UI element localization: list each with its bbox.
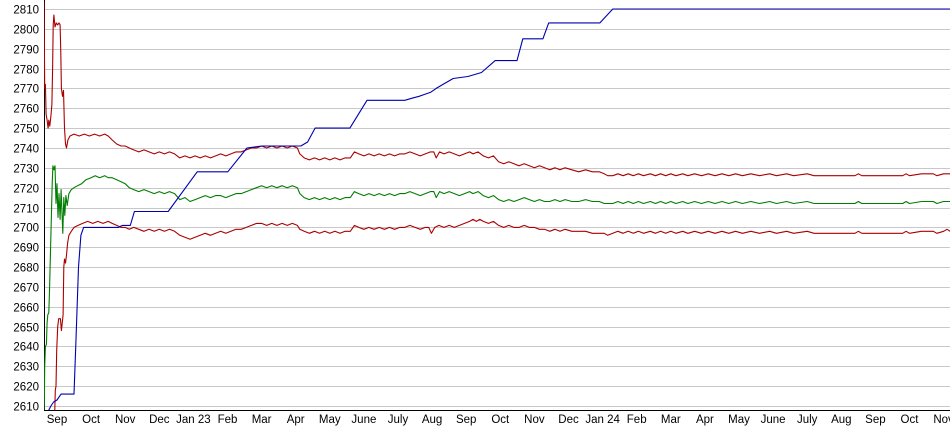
x-axis-tick-label: May (728, 414, 750, 426)
y-axis-tick-label: 2710 (13, 204, 39, 216)
y-axis-tick-label: 2670 (13, 283, 39, 295)
x-axis-tick-label: Dec (149, 414, 170, 426)
y-axis-labels-group: 2610 2620 2630 2640 2650 2660 2670 2680 2690 2700… (13, 5, 39, 414)
series-line-red-lower (54, 218, 950, 410)
x-axis-tick-label: Aug (831, 414, 851, 426)
x-axis-tick-label: Nov (933, 414, 950, 426)
x-axis-tick-label: Sep (865, 414, 885, 426)
x-axis-tick-label: Sep (47, 414, 67, 426)
x-axis-tick-label: May (319, 414, 341, 426)
y-axis-tick-label: 2790 (13, 45, 39, 57)
x-axis-tick-label: Feb (627, 414, 647, 426)
y-axis-tick-label: 2810 (13, 5, 39, 17)
series-line-red-upper (44, 1, 950, 177)
x-axis-tick-label: Nov (115, 414, 136, 426)
x-axis-tick-label: Apr (287, 414, 305, 426)
series-line-blue-stepped (48, 8, 950, 410)
x-axis-tick-label: Oct (491, 414, 510, 426)
y-axis-tick-label: 2680 (13, 263, 39, 275)
x-axis-tick-label: Oct (901, 414, 920, 426)
x-axis-tick-label: Dec (558, 414, 579, 426)
x-axis-tick-label: July (388, 414, 409, 426)
y-axis-tick-label: 2800 (13, 25, 39, 37)
y-axis-tick-label: 2620 (13, 382, 39, 394)
x-axis-tick-label: Aug (422, 414, 442, 426)
y-axis-tick-label: 2660 (13, 303, 39, 315)
y-axis-tick-label: 2740 (13, 144, 39, 156)
y-axis-tick-label: 2650 (13, 323, 39, 335)
y-axis-tick-label: 2730 (13, 164, 39, 176)
gridlines-group (44, 9, 950, 407)
series-lines-group (44, 1, 950, 410)
x-axis-tick-label: Nov (524, 414, 545, 426)
y-axis-tick-label: 2640 (13, 342, 39, 354)
x-axis-tick-label: Oct (82, 414, 101, 426)
y-axis-tick-label: 2700 (13, 223, 39, 235)
series-line-green-middle (44, 165, 950, 410)
y-axis-tick-label: 2760 (13, 104, 39, 116)
y-axis-tick-label: 2690 (13, 243, 39, 255)
x-axis-tick-label: June (351, 414, 376, 426)
y-axis-tick-label: 2610 (13, 402, 39, 414)
x-axis-tick-label: Mar (252, 414, 272, 426)
x-axis-tick-label: June (761, 414, 786, 426)
x-axis-tick-label: Sep (456, 414, 476, 426)
x-axis-tick-label: Apr (696, 414, 714, 426)
x-axis-labels-group: Sep Oct Nov Dec Jan 23 Feb Mar Apr May June July Au… (47, 414, 950, 426)
y-axis-tick-label: 2770 (13, 84, 39, 96)
x-axis-tick-label: July (797, 414, 818, 426)
y-axis-tick-label: 2720 (13, 184, 39, 196)
y-axis-tick-label: 2630 (13, 362, 39, 374)
x-axis-tick-label: Jan 23 (176, 414, 211, 426)
x-axis-tick-label: Jan 24 (585, 414, 620, 426)
y-axis-tick-label: 2750 (13, 124, 39, 136)
x-axis-tick-label: Mar (661, 414, 681, 426)
x-axis-tick-label: Feb (218, 414, 238, 426)
y-axis-tick-label: 2780 (13, 65, 39, 77)
